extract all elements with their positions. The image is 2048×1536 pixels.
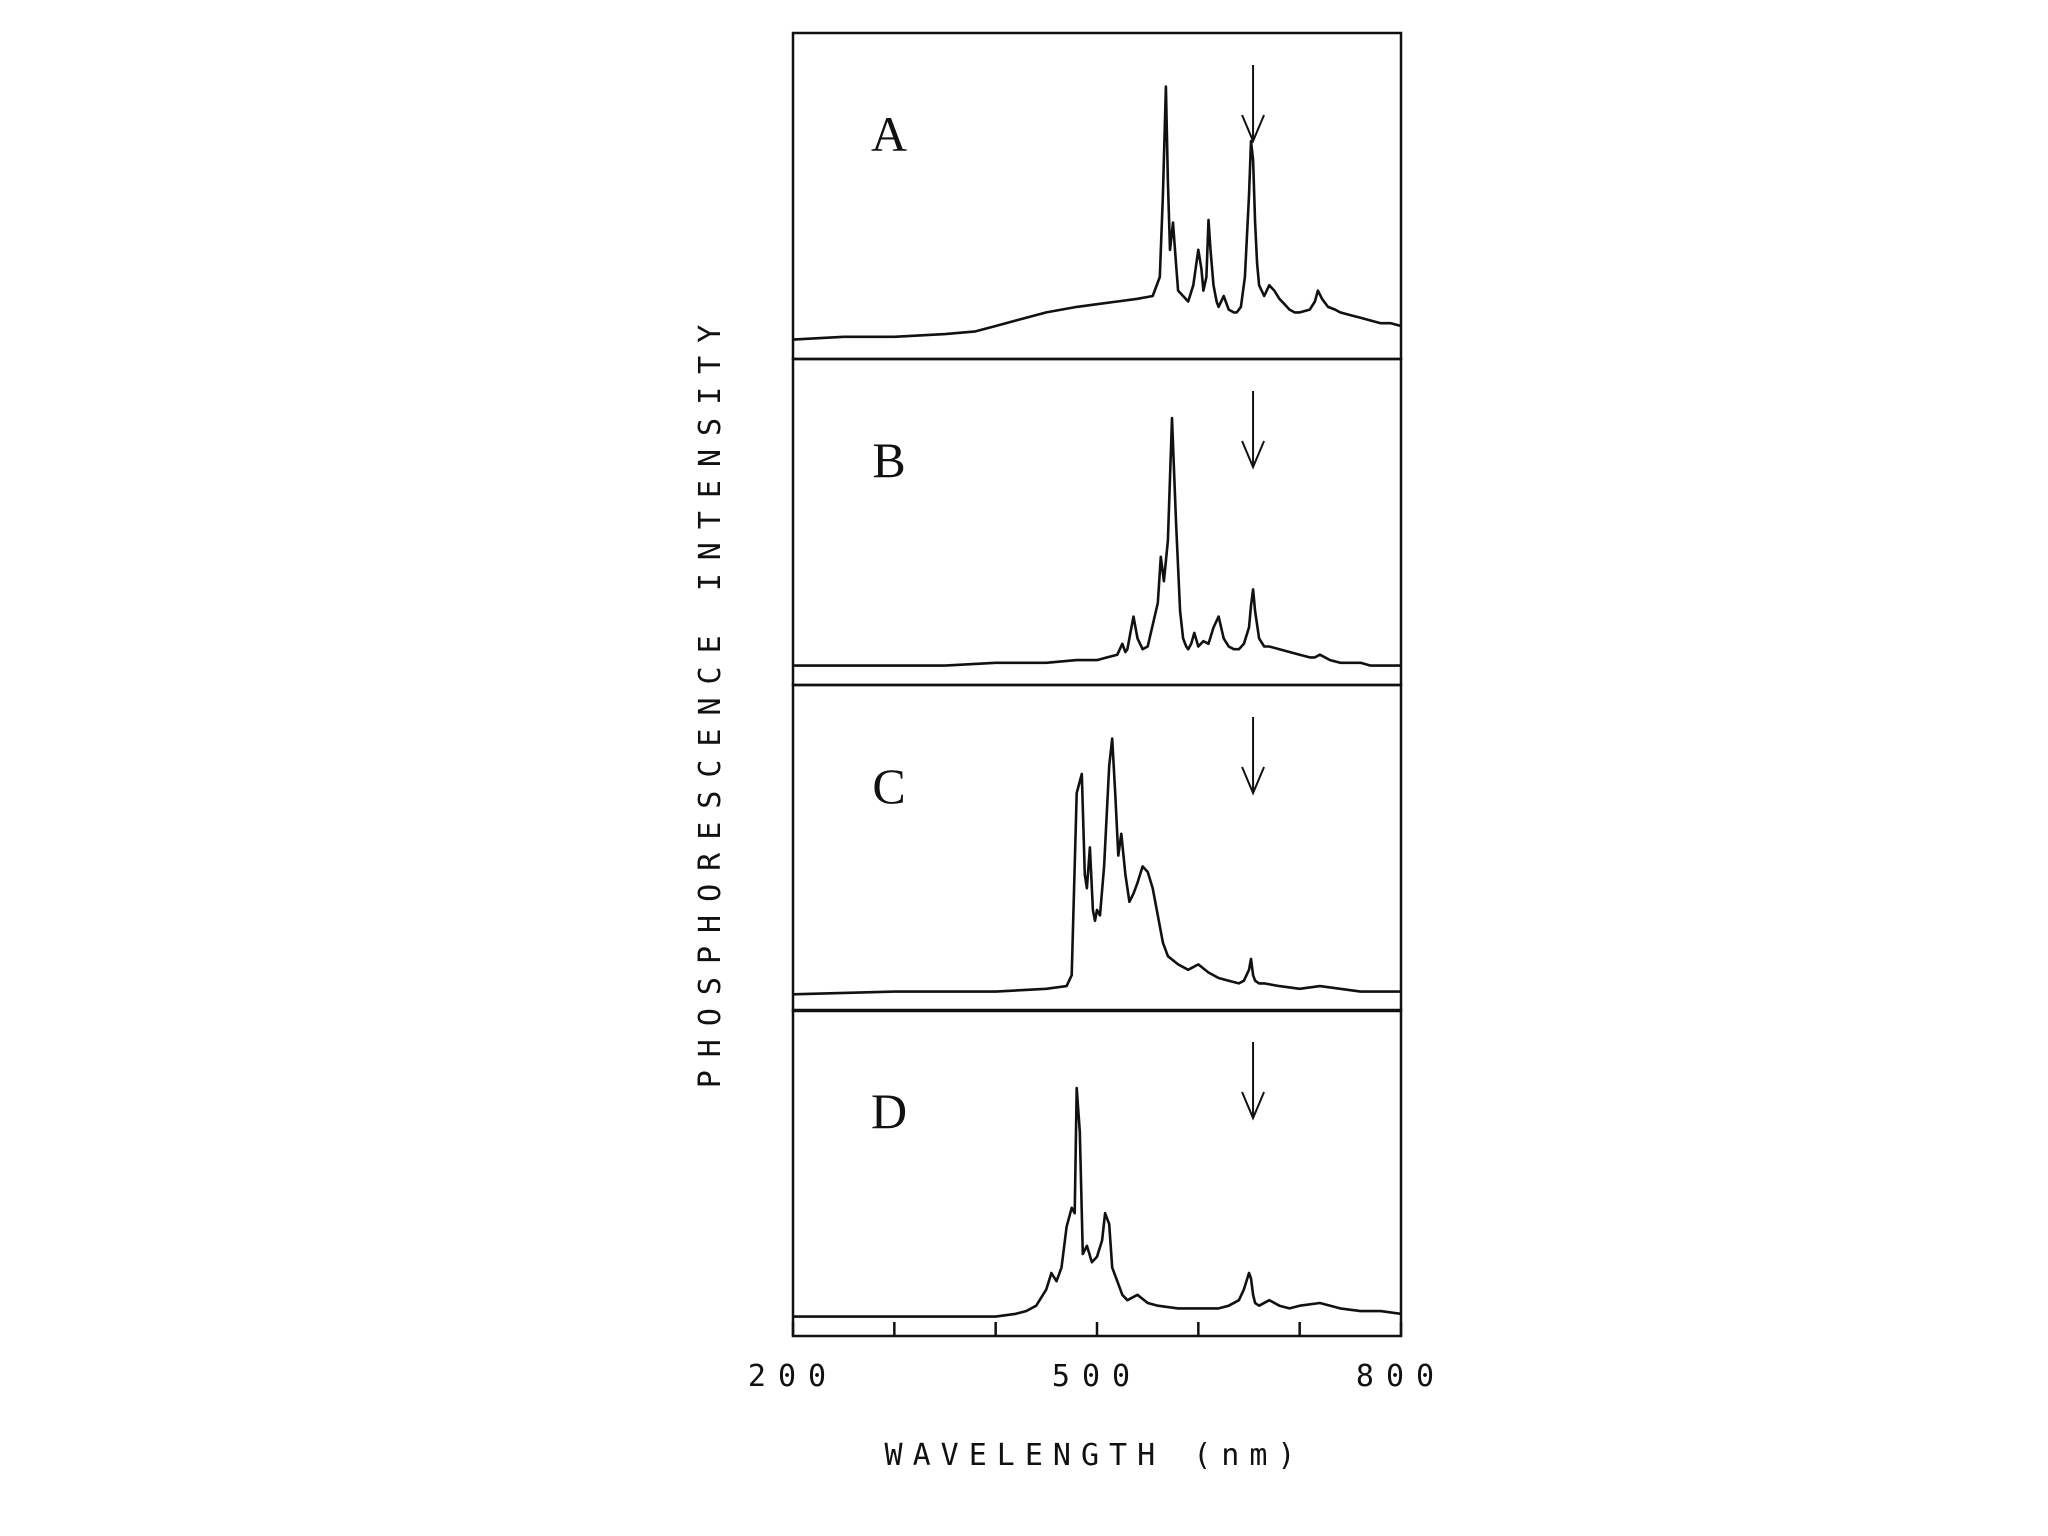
spectrum-line <box>792 85 1402 341</box>
panel-frame <box>791 683 1403 1013</box>
panel-d: D <box>791 1008 1403 1338</box>
panel-a: A <box>791 31 1403 361</box>
panel-frame <box>791 357 1403 687</box>
x-tick-label: 200 <box>748 1359 838 1394</box>
spectrum-line <box>793 1086 1402 1318</box>
arrow-down-icon <box>1241 391 1265 470</box>
spectrum-line <box>793 416 1401 667</box>
panel-frame <box>791 1008 1403 1338</box>
x-tick-label: 800 <box>1356 1359 1446 1394</box>
arrow-down-icon <box>1241 65 1265 144</box>
x-tick-label: 500 <box>1052 1359 1142 1394</box>
panel-c: C <box>791 683 1403 1013</box>
panel-label: D <box>871 1083 907 1139</box>
panel-b: B <box>791 357 1403 687</box>
arrow-down-icon <box>1241 717 1265 796</box>
spectra-panels: A B C D <box>791 31 1403 1338</box>
arrow-down-icon <box>1241 1042 1265 1121</box>
panel-label: A <box>871 106 907 162</box>
x-axis-label: WAVELENGTH (nm) <box>885 1438 1306 1473</box>
panel-label: B <box>872 432 905 488</box>
panel-label: C <box>872 758 905 814</box>
spectrum-line <box>792 737 1401 996</box>
x-axis: 200 500 800 <box>748 1322 1446 1394</box>
y-axis-label: PHOSPHORESCENCE INTENSITY <box>693 312 728 1089</box>
